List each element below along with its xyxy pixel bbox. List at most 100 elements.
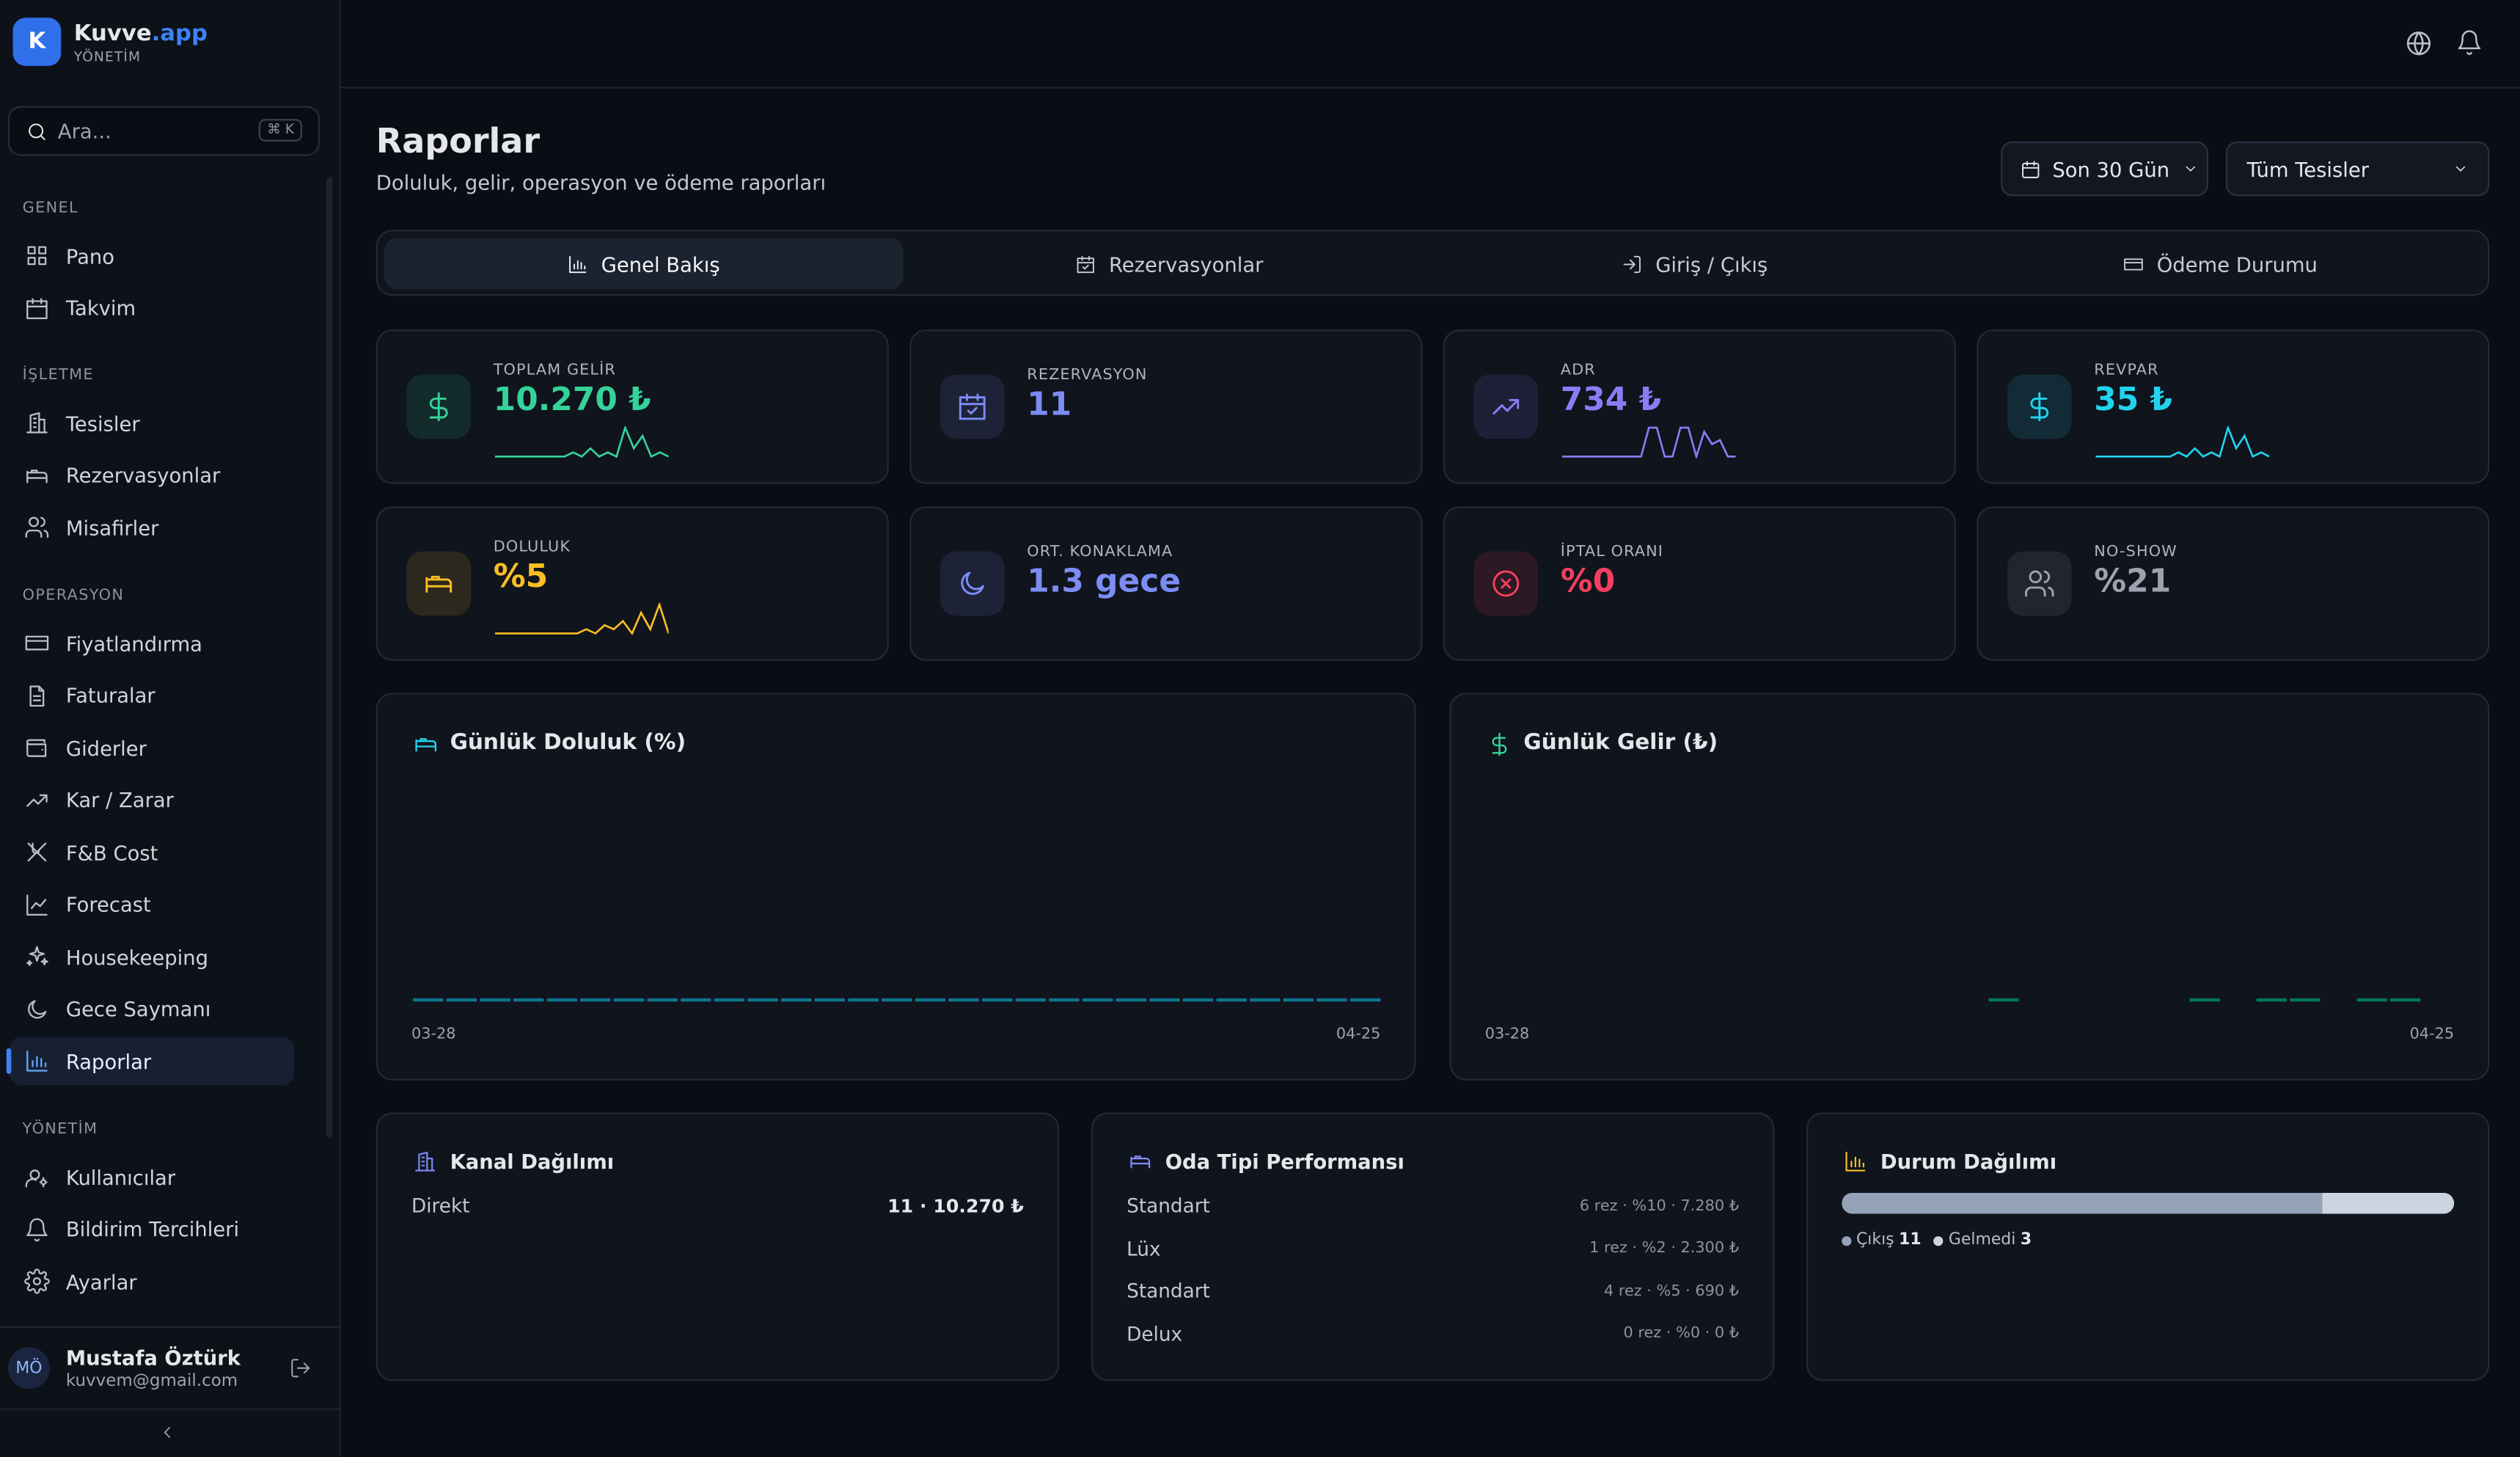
icon — [26, 1217, 48, 1241]
kpi-value: %5 — [493, 556, 549, 595]
search-box[interactable]: Ara... ⌘ K — [7, 106, 321, 156]
nav-item[interactable]: Gece Saymanı — [10, 985, 294, 1033]
icon-path — [26, 793, 48, 806]
logout-button[interactable] — [289, 1356, 312, 1379]
bar — [580, 998, 611, 1002]
icon-path — [425, 575, 453, 593]
icon — [1492, 570, 1520, 597]
icon-path — [25, 516, 49, 538]
icon-path — [1492, 732, 1507, 756]
nav-label: Takvim — [65, 296, 136, 321]
logo: K — [12, 18, 62, 66]
nav-item[interactable]: Tesisler — [10, 398, 294, 447]
bar — [948, 998, 979, 1002]
nav-item[interactable]: Kullanıcılar — [10, 1153, 294, 1201]
bar — [1182, 998, 1214, 1002]
tab-label: Genel Bakış — [601, 251, 720, 276]
kpi-value: 11 — [1027, 384, 1072, 423]
icon — [1623, 255, 1641, 273]
nav-item[interactable]: Kar / Zarar — [10, 775, 294, 824]
language-button[interactable] — [2404, 29, 2433, 57]
icon-path — [1492, 570, 1520, 597]
collapse-button[interactable] — [158, 1423, 177, 1442]
chevron — [2186, 166, 2195, 172]
nav-item[interactable]: Forecast — [10, 880, 294, 929]
spark-line — [494, 426, 669, 459]
nav-item[interactable]: Fiyatlandırma — [10, 619, 294, 668]
bar — [681, 998, 711, 1002]
kpi-value: 35 ₺ — [2094, 379, 2173, 418]
icon — [2124, 258, 2143, 270]
tab-label: Ödeme Durumu — [2156, 251, 2318, 276]
period-filter[interactable]: Son 30 Gün — [2001, 141, 2208, 197]
brand-suffix: .app — [151, 21, 208, 47]
x-label: 03-28 — [1484, 1026, 1530, 1044]
spark-line — [1561, 426, 1736, 459]
kpi-icon — [406, 551, 472, 616]
icon-path — [27, 842, 47, 862]
sparkline — [2095, 426, 2270, 459]
tab[interactable]: Giriş / Çıkış — [1435, 238, 1955, 289]
kpi-label: NO-SHOW — [2094, 543, 2177, 561]
notifications-button[interactable] — [2455, 29, 2483, 56]
row-value: 0 rez · %0 · 0 ₺ — [1623, 1325, 1740, 1343]
nav-item[interactable]: F&B Cost — [10, 828, 294, 877]
sparkline — [494, 426, 669, 459]
bar — [647, 998, 678, 1002]
nav-item[interactable]: Pano — [10, 232, 294, 280]
nav-item[interactable]: Ayarlar — [10, 1257, 294, 1306]
avatar: MÖ — [7, 1347, 50, 1390]
icon-path — [26, 469, 48, 483]
nav-item[interactable]: Raporlar — [6, 1037, 295, 1086]
table-row: Standart 6 rez · %10 · 7.280 ₺ — [1127, 1190, 1739, 1222]
property-filter[interactable]: Tüm Tesisler — [2225, 141, 2490, 197]
nav-label: Ayarlar — [65, 1269, 137, 1293]
nav-item[interactable]: Housekeeping — [10, 932, 294, 981]
row-label: Standart — [1127, 1279, 1210, 1303]
kpi-label: DOLULUK — [493, 538, 571, 557]
nav-item[interactable]: Takvim — [10, 284, 294, 332]
icon-path — [26, 1217, 48, 1241]
chevron — [2455, 166, 2466, 172]
bar — [1083, 998, 1113, 1002]
spark-line — [2095, 426, 2270, 459]
user-email: kuvvem@gmail.com — [65, 1371, 238, 1391]
tab[interactable]: Genel Bakış — [384, 238, 904, 290]
icon — [2030, 392, 2049, 422]
icon — [26, 739, 47, 757]
nav-label: Raporlar — [65, 1048, 152, 1073]
nav-label: Fiyatlandırma — [65, 631, 202, 655]
icon — [1077, 255, 1094, 273]
icon-path — [28, 999, 47, 1018]
nav-item[interactable]: Rezervasyonlar — [10, 451, 294, 500]
icon-path — [29, 684, 45, 706]
icon — [26, 412, 48, 434]
tab[interactable]: Rezervasyonlar — [909, 238, 1429, 289]
icon — [959, 393, 986, 420]
brand-name: Kuvve.app — [74, 21, 208, 46]
icon — [425, 575, 453, 593]
nav-label: Rezervasyonlar — [65, 463, 221, 487]
icon-path — [26, 297, 48, 318]
kpi-value: %0 — [1560, 560, 1616, 600]
bar — [614, 998, 645, 1002]
kpi-label: ADR — [1560, 362, 1596, 380]
nav-item[interactable]: Bildirim Tercihleri — [10, 1205, 294, 1253]
kpi-value: %21 — [2094, 560, 2172, 600]
tab-label: Giriş / Çıkış — [1655, 251, 1768, 276]
kpi-icon — [2007, 551, 2072, 616]
icon — [29, 684, 45, 706]
search-icon — [29, 123, 45, 140]
nav-item[interactable]: Faturalar — [10, 671, 294, 720]
brand-name-text: Kuvve — [73, 21, 152, 47]
icon — [25, 516, 49, 538]
tab[interactable]: Ödeme Durumu — [1960, 238, 2480, 289]
icon — [26, 894, 48, 915]
row-label: Standart — [1127, 1194, 1210, 1217]
row-label: Delux — [1127, 1323, 1183, 1345]
card-title: Oda Tipi Performansı — [1165, 1149, 1404, 1174]
nav-item[interactable]: Giderler — [10, 723, 294, 772]
kpi-value: 734 ₺ — [1560, 379, 1662, 418]
nav-item[interactable]: Misafirler — [10, 503, 294, 552]
